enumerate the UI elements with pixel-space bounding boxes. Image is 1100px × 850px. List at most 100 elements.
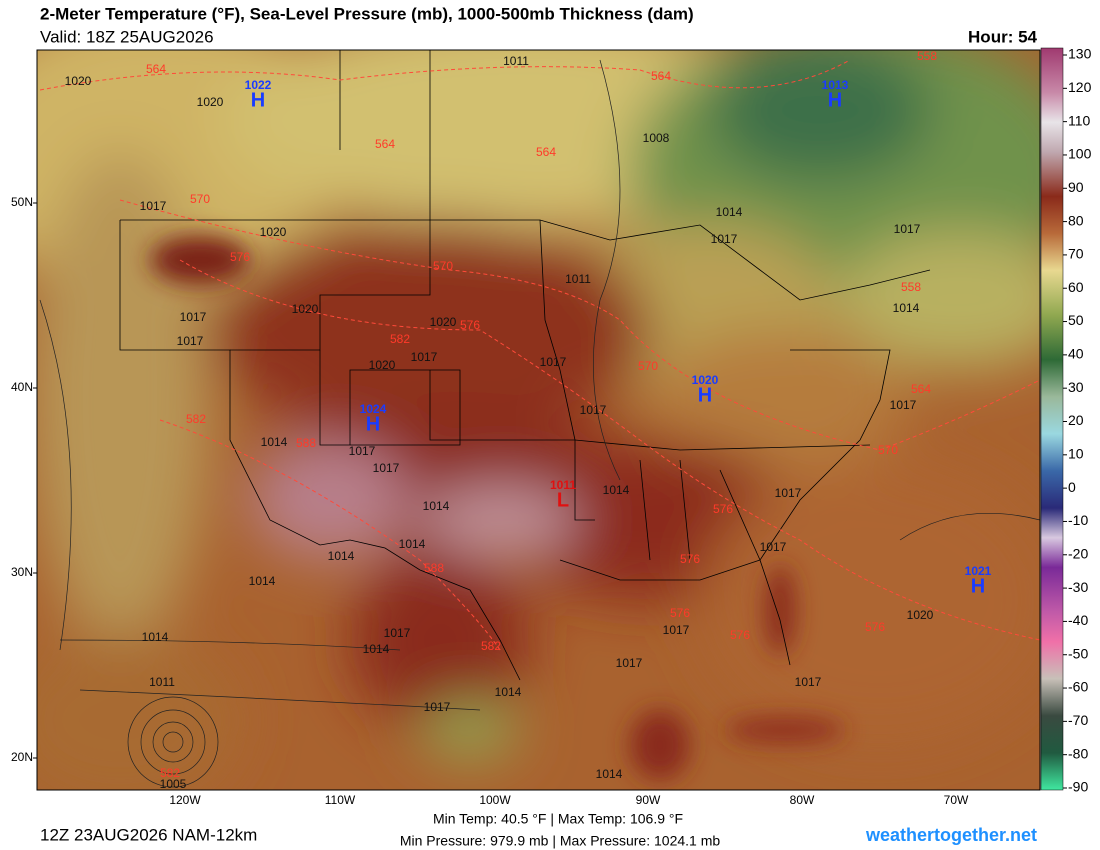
longitude-label: 120W <box>169 793 201 807</box>
isobar-label: 1020 <box>369 358 396 372</box>
colorbar-tick-label: 40 <box>1068 346 1084 362</box>
longitude-label: 110W <box>325 793 356 807</box>
thickness-label: 558 <box>917 49 937 63</box>
thickness-label: 564 <box>375 137 395 151</box>
thickness-label: 558 <box>901 280 921 294</box>
thickness-label: 564 <box>146 62 166 76</box>
pressure-center-symbol: H <box>366 413 380 435</box>
map-area: 1022H1013H1020H1024H1011L1021H1020102010… <box>37 49 1040 791</box>
thickness-label: 576 <box>713 502 733 516</box>
isobar-label: 1017 <box>140 199 167 213</box>
isobar-label: 1014 <box>261 435 288 449</box>
isobar-label: 1020 <box>907 608 934 622</box>
pressure-center-value: 1011 <box>550 478 576 492</box>
isobar-label: 1020 <box>197 95 224 109</box>
thickness-label: 576 <box>460 318 480 332</box>
valid-time: Valid: 18Z 25AUG2026 <box>40 27 214 46</box>
isobar-label: 1011 <box>503 54 529 68</box>
pressure-center-symbol: L <box>557 489 569 511</box>
thickness-label: 570 <box>190 192 210 206</box>
isobar-label: 1020 <box>260 225 287 239</box>
isobar-label: 1014 <box>596 767 623 781</box>
pressure-center-value: 1013 <box>822 78 849 92</box>
colorbar-tick-label: 120 <box>1068 79 1092 95</box>
thickness-label: 570 <box>433 259 453 273</box>
pressure-center-value: 1021 <box>965 564 992 578</box>
longitude-label: 70W <box>944 793 969 807</box>
isobar-label: 1017 <box>349 444 376 458</box>
colorbar-tick-label: -70 <box>1068 712 1088 728</box>
isobar-label: 1008 <box>643 131 670 145</box>
isobar-label: 1017 <box>180 310 207 324</box>
colorbar-tick-label: -50 <box>1068 645 1088 661</box>
isobar-label: 1020 <box>430 315 457 329</box>
isobar-label: 1017 <box>540 355 567 369</box>
thickness-label: 576 <box>680 552 700 566</box>
thickness-label: 588 <box>424 561 444 575</box>
map-title: 2-Meter Temperature (°F), Sea-Level Pres… <box>40 4 694 23</box>
colorbar-tick-label: 20 <box>1068 412 1084 428</box>
latitude-label: 40N <box>11 380 33 394</box>
thickness-label: 582 <box>481 639 501 653</box>
isobar-label: 1017 <box>795 675 822 689</box>
temperature-field <box>37 50 1040 790</box>
thickness-label: 576 <box>670 606 690 620</box>
colorbar-tick-label: 80 <box>1068 212 1084 228</box>
isobar-label: 1017 <box>711 232 738 246</box>
colorbar-tick-label: 100 <box>1068 146 1092 162</box>
map-frame <box>36 49 1041 791</box>
thickness-label: 564 <box>651 69 671 83</box>
isobar-label: 1017 <box>424 700 451 714</box>
isobar-label: 1017 <box>894 222 921 236</box>
thickness-label: 570 <box>878 443 898 457</box>
colorbar-tick-label: 50 <box>1068 312 1084 328</box>
borders <box>119 50 931 681</box>
colorbar-tick-label: -40 <box>1068 612 1088 628</box>
isobar-label: 1017 <box>760 540 787 554</box>
isobar-label: 1014 <box>328 549 355 563</box>
colorbar-tick-label: 110 <box>1068 112 1091 128</box>
colorbar-tick-label: -20 <box>1068 545 1088 561</box>
isobar-label: 1017 <box>373 461 400 475</box>
colorbar-tick-label: 30 <box>1068 379 1084 395</box>
isobar-label: 1017 <box>580 403 607 417</box>
isobars <box>39 59 1040 788</box>
colorbar-tick-label: 130 <box>1068 46 1092 62</box>
colorbar-tick-label: 70 <box>1068 246 1084 262</box>
pressure-center-symbol: H <box>971 575 985 597</box>
latitude-label: 30N <box>11 565 33 579</box>
colorbar-tick-label: -80 <box>1068 745 1088 761</box>
isobar-label: 1011 <box>565 272 591 286</box>
isobar-label: 1014 <box>423 499 450 513</box>
colorbar-tick-label: -90 <box>1068 779 1088 795</box>
colorbar-tick-label: -30 <box>1068 579 1088 595</box>
isobar-label: 1005 <box>160 777 187 791</box>
thickness-label: 582 <box>390 332 410 346</box>
thickness-label: 564 <box>536 145 556 159</box>
isobar-label: 1020 <box>292 302 319 316</box>
isobar-label: 1017 <box>411 350 438 364</box>
isobar-label: 1011 <box>149 675 175 689</box>
latitude-label: 50N <box>11 195 33 209</box>
thickness-label: 570 <box>638 359 658 373</box>
isobar-label: 1014 <box>603 483 630 497</box>
pressure-center-symbol: H <box>828 89 842 111</box>
pressure-center-value: 1024 <box>360 402 387 416</box>
colorbar-tick-label: -60 <box>1068 679 1088 695</box>
isobar-label: 1020 <box>65 74 92 88</box>
pressure-center-symbol: H <box>251 89 265 111</box>
thickness-contours <box>39 59 1040 651</box>
isobar-label: 1017 <box>616 656 643 670</box>
temp-range: Min Temp: 40.5 °F | Max Temp: 106.9 °F <box>433 811 683 827</box>
isobar-label: 1014 <box>716 205 743 219</box>
land-detail <box>150 235 845 780</box>
longitude-label: 90W <box>636 793 661 807</box>
isobar-label: 1014 <box>399 537 426 551</box>
isobar-label: 1017 <box>663 623 690 637</box>
thickness-label: 564 <box>911 382 931 396</box>
colorbar-tick-label: 60 <box>1068 279 1084 295</box>
colorbar-tick-label: 90 <box>1068 179 1084 195</box>
pressure-range: Min Pressure: 979.9 mb | Max Pressure: 1… <box>400 833 721 849</box>
latitude-label: 20N <box>11 750 33 764</box>
